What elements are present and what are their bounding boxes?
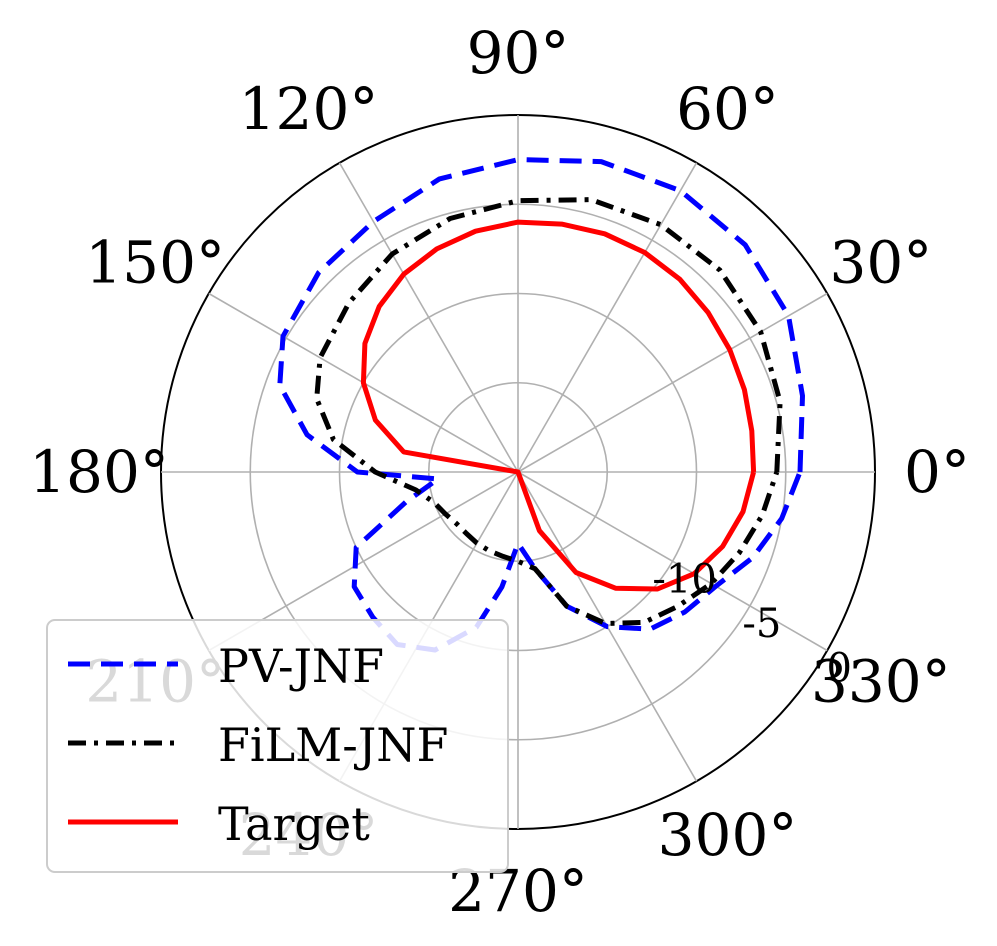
angle-tick-label: 30° (829, 229, 932, 297)
radial-tick-label: -10 (652, 556, 716, 602)
angle-tick-label: 0° (904, 438, 970, 506)
radial-tick-label: 0 (826, 646, 851, 692)
radial-tick-labels: -10 -5 0 (652, 556, 852, 691)
angle-tick-label: 180° (29, 438, 169, 506)
angle-tick-label: 330° (811, 648, 951, 716)
legend-frame (46, 619, 509, 873)
series-line-film-jnf (314, 197, 783, 626)
angular-gridline (338, 162, 519, 473)
angle-tick-label: 90° (467, 19, 570, 87)
legend-label-pv-jnf: PV-JNF (218, 639, 384, 693)
angle-tick-label: 120° (239, 75, 379, 143)
series-group (277, 157, 805, 653)
series-line-pv-jnf (277, 157, 805, 653)
angular-gridline (517, 292, 828, 473)
legend-label-target: Target (218, 797, 370, 851)
angle-tick-label: 300° (658, 801, 798, 869)
angular-gridline (517, 471, 828, 652)
angle-tick-label: 150° (85, 229, 225, 297)
radial-tick-label: -5 (742, 601, 781, 647)
legend: PV-JNF FiLM-JNF Target (46, 619, 509, 873)
legend-label-film-jnf: FiLM-JNF (218, 718, 448, 772)
angular-gridline (517, 162, 698, 473)
series-line-target (360, 219, 757, 592)
angle-tick-label: 60° (676, 75, 779, 143)
